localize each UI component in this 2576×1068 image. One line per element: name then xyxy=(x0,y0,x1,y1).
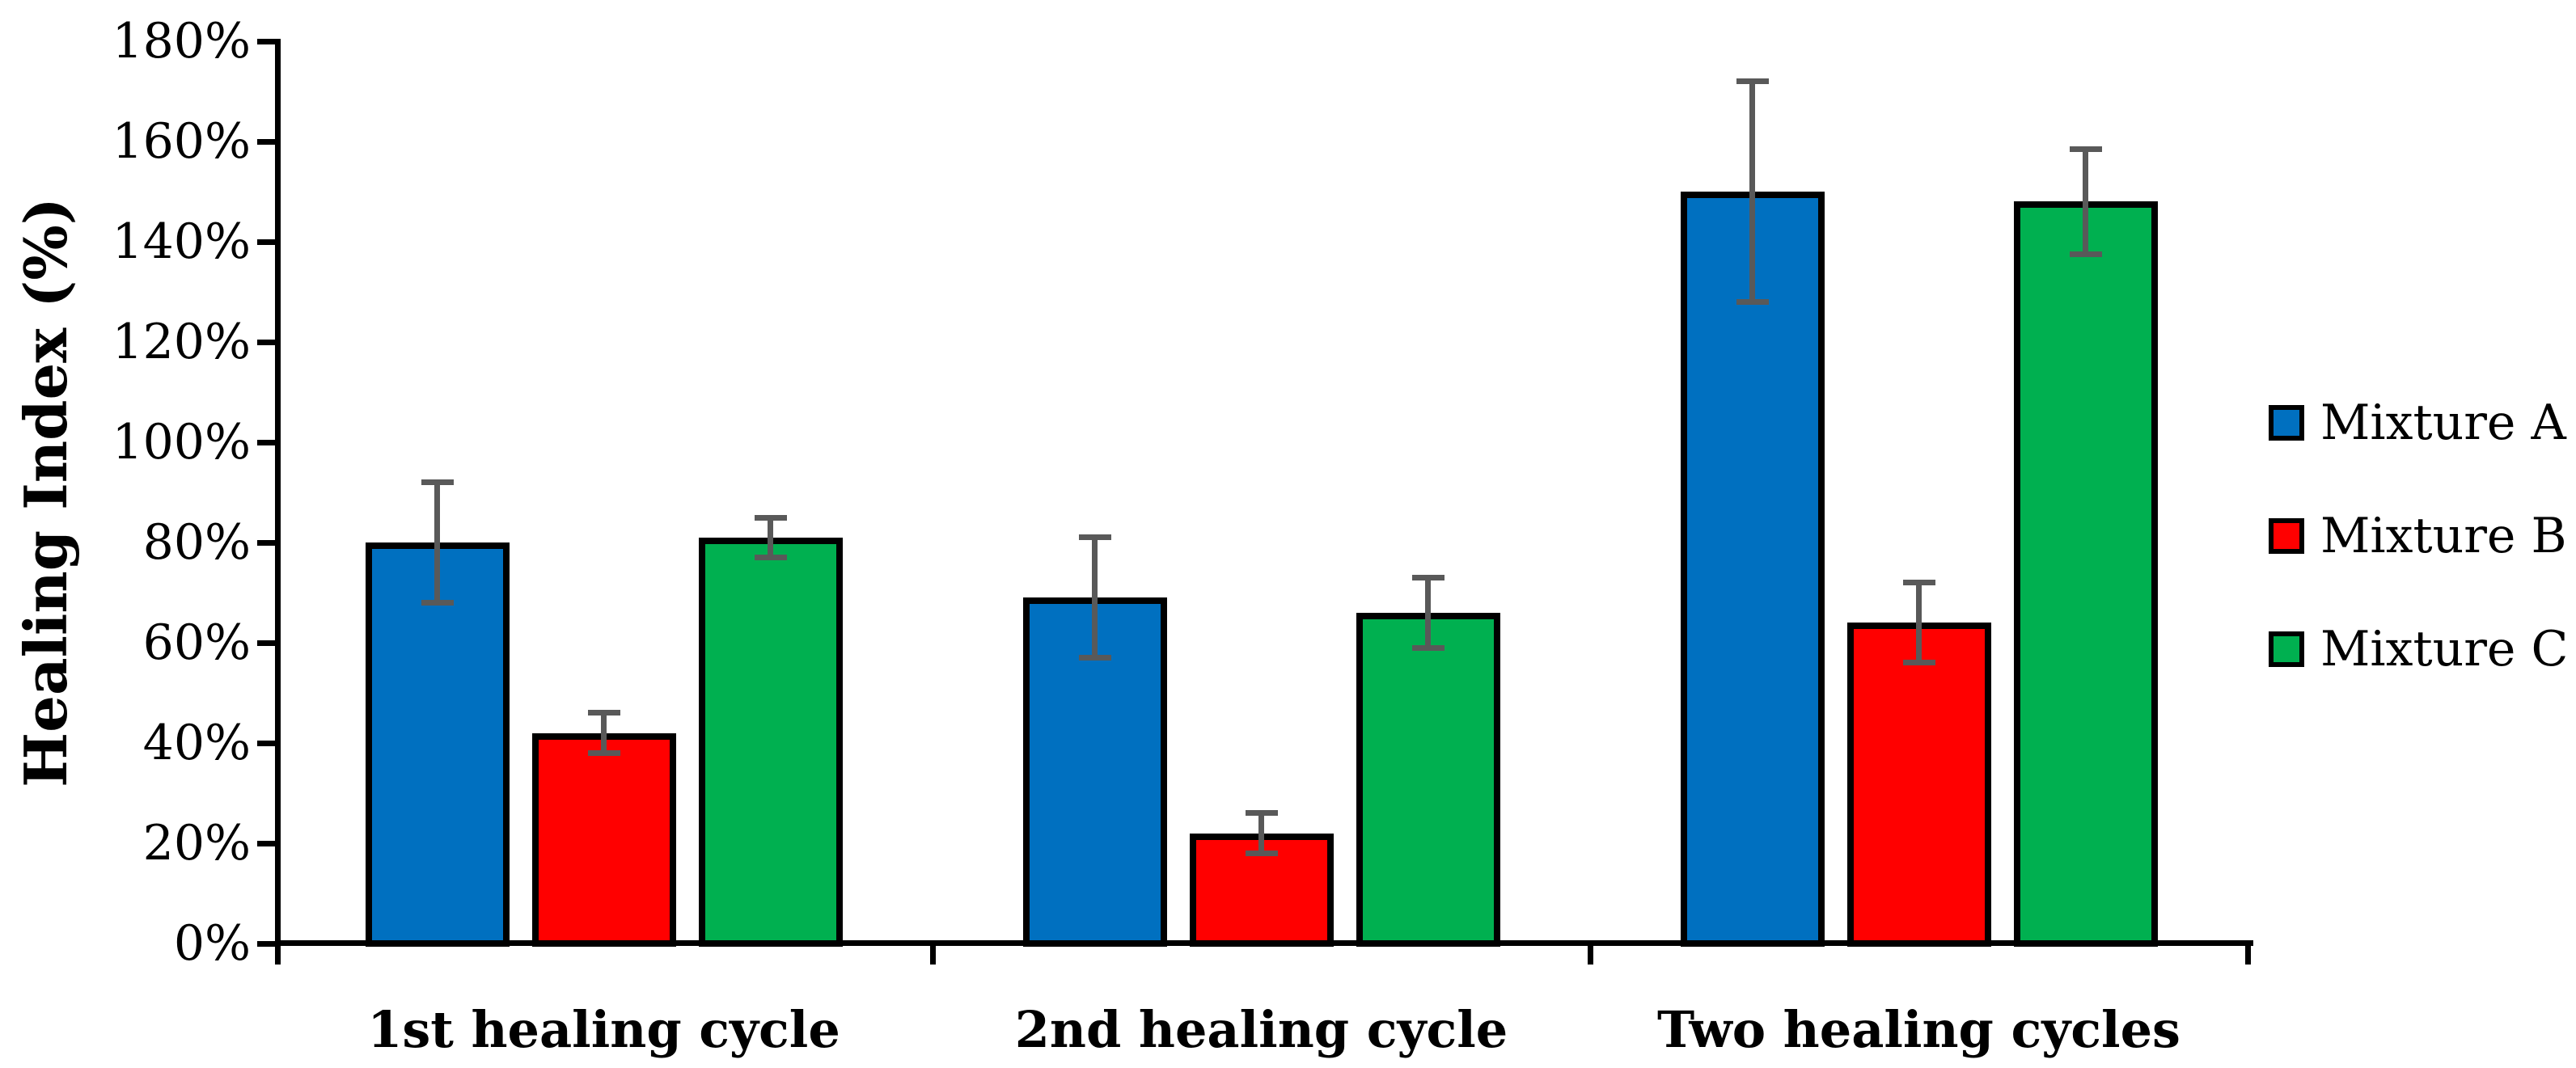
bar-mixture-c-two-healing-cycles xyxy=(2013,201,2158,947)
category-label-two-healing-cycles: Two healing cycles xyxy=(1657,1000,2181,1059)
error-bar-line xyxy=(1092,537,1098,658)
y-tick-label: 0% xyxy=(173,915,251,972)
error-bar-line xyxy=(1425,577,1431,648)
y-tick xyxy=(257,239,275,245)
error-bar-cap-bottom xyxy=(1411,644,1445,651)
y-axis-line xyxy=(275,39,281,965)
error-bar-cap-bottom xyxy=(1736,298,1769,305)
y-tick-label: 120% xyxy=(112,314,251,370)
bar-mixture-a-two-healing-cycles xyxy=(1680,192,1825,947)
error-bar-cap-top xyxy=(1245,810,1278,817)
error-bar-cap-top xyxy=(2069,146,2102,152)
category-boundary-tick xyxy=(1587,943,1593,965)
error-bar-line xyxy=(2083,149,2088,255)
error-bar-line xyxy=(1258,813,1264,854)
error-bar-cap-bottom xyxy=(1902,660,1935,666)
legend-label-mixture-b: Mixture B xyxy=(2320,508,2567,564)
y-tick-label: 40% xyxy=(142,715,251,771)
error-bar-cap-bottom xyxy=(2069,251,2102,257)
error-bar-cap-bottom xyxy=(754,555,787,561)
error-bar-line xyxy=(1749,81,1755,302)
bar-mixture-c-1st-healing-cycle xyxy=(698,537,843,947)
error-bar-cap-bottom xyxy=(587,749,620,756)
y-tick-label: 20% xyxy=(142,815,251,872)
legend-swatch-mixture-b xyxy=(2269,518,2304,554)
y-tick-label: 140% xyxy=(112,213,251,270)
error-bar-cap-bottom xyxy=(1078,655,1111,661)
legend-label-mixture-a: Mixture A xyxy=(2320,395,2566,451)
y-tick xyxy=(257,439,275,445)
error-bar-cap-top xyxy=(587,710,620,716)
y-tick xyxy=(257,840,275,846)
error-bar-cap-top xyxy=(1411,574,1445,580)
category-label-2nd-healing-cycle: 2nd healing cycle xyxy=(1014,1000,1508,1059)
bar-mixture-a-1st-healing-cycle xyxy=(365,542,510,947)
error-bar-cap-top xyxy=(754,514,787,521)
legend-label-mixture-c: Mixture C xyxy=(2320,621,2569,678)
error-bar-line xyxy=(1916,582,1922,663)
error-bar-cap-top xyxy=(1736,78,1769,85)
y-tick xyxy=(257,38,275,44)
error-bar-line xyxy=(768,517,773,558)
bar-mixture-c-2nd-healing-cycle xyxy=(1356,612,1500,947)
error-bar-cap-bottom xyxy=(421,599,454,606)
error-bar-line xyxy=(601,712,607,754)
legend-swatch-mixture-c xyxy=(2269,631,2304,667)
legend-swatch-mixture-a xyxy=(2269,405,2304,441)
error-bar-cap-top xyxy=(421,479,454,486)
bar-mixture-b-1st-healing-cycle xyxy=(531,732,676,947)
error-bar-cap-top xyxy=(1078,534,1111,541)
y-tick xyxy=(257,339,275,345)
error-bar-cap-top xyxy=(1902,580,1935,586)
category-boundary-tick xyxy=(2244,943,2251,965)
category-boundary-tick xyxy=(929,943,936,965)
y-tick-label: 80% xyxy=(142,514,251,571)
y-tick xyxy=(257,740,275,746)
error-bar-cap-bottom xyxy=(1245,850,1278,856)
category-label-1st-healing-cycle: 1st healing cycle xyxy=(367,1000,840,1059)
y-tick xyxy=(257,940,275,947)
y-tick-label: 60% xyxy=(142,614,251,671)
bar-mixture-b-two-healing-cycles xyxy=(1846,623,1991,947)
y-tick xyxy=(257,138,275,145)
y-tick xyxy=(257,640,275,646)
y-tick-label: 100% xyxy=(112,414,251,471)
y-tick-label: 180% xyxy=(112,13,251,70)
y-tick-label: 160% xyxy=(112,113,251,170)
y-tick xyxy=(257,539,275,546)
error-bar-line xyxy=(434,482,440,603)
